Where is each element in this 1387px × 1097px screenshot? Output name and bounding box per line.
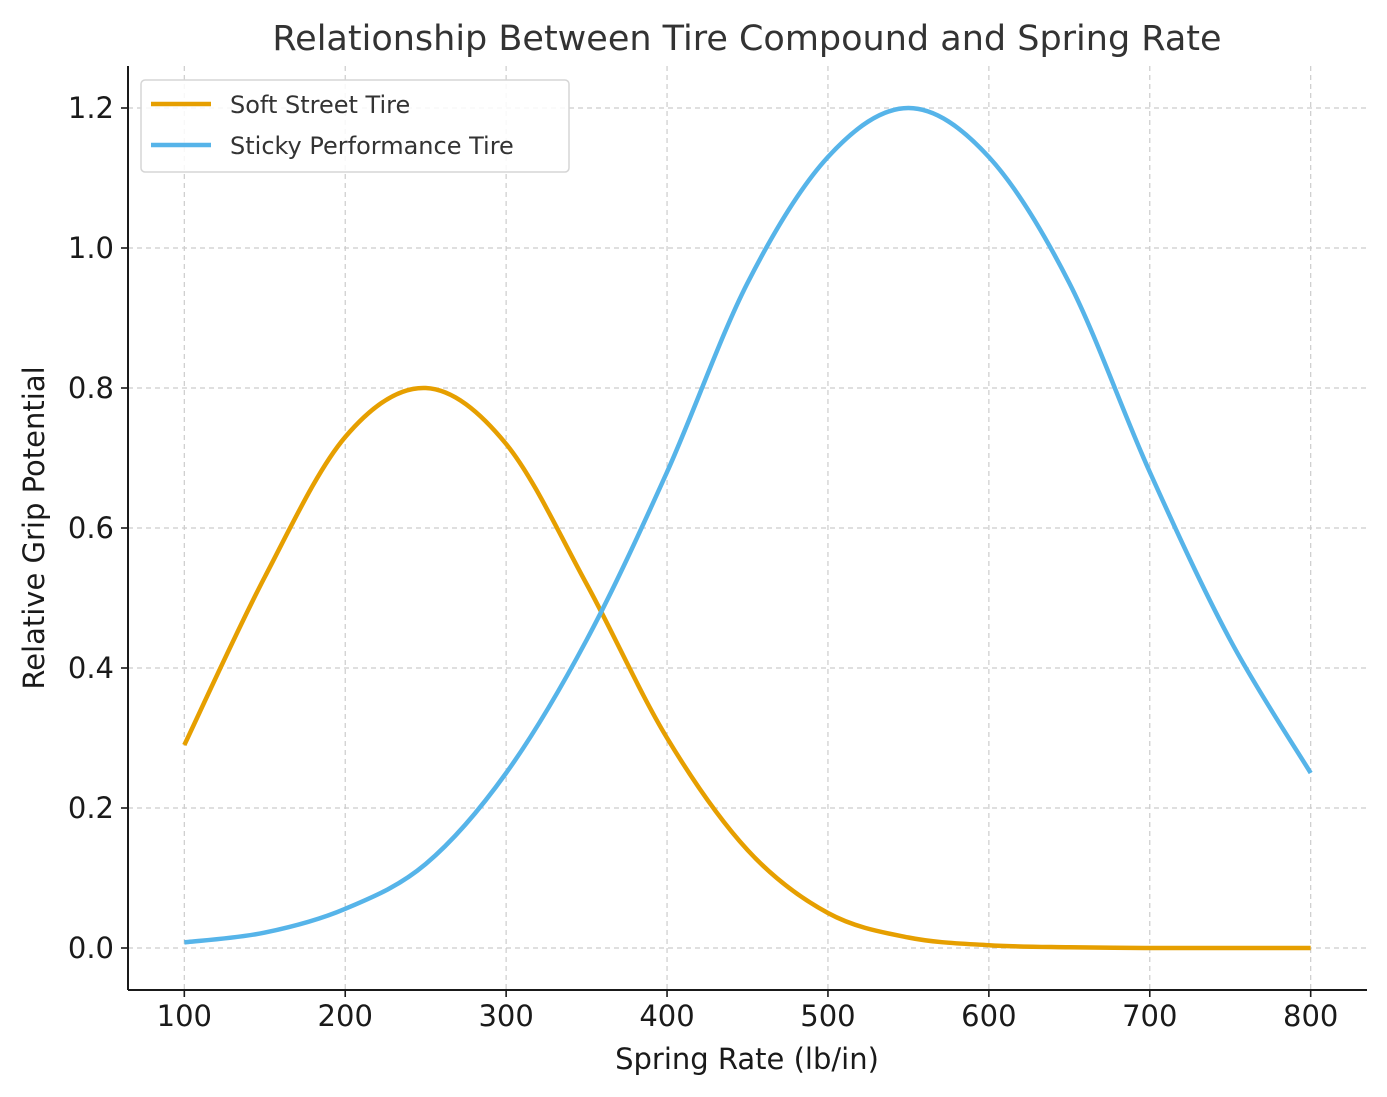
y-tick-label: 0.6: [68, 511, 114, 545]
chart-title: Relationship Between Tire Compound and S…: [272, 19, 1221, 59]
y-tick-label: 1.0: [68, 231, 114, 265]
x-tick-label: 800: [1283, 999, 1338, 1033]
x-tick-label: 600: [961, 999, 1016, 1033]
legend-label-soft-street: Soft Street Tire: [230, 91, 410, 119]
series-lines: [182, 105, 1313, 951]
x-tick-label: 100: [157, 999, 212, 1033]
y-tick-label: 0.0: [68, 931, 114, 965]
x-tick-label: 300: [478, 999, 533, 1033]
y-tick-label: 0.4: [68, 651, 114, 685]
series-line-sticky-performance-tire: [184, 105, 1313, 945]
legend-label-sticky-performance: Sticky Performance Tire: [230, 132, 514, 160]
series-line-soft-street-tire: [182, 385, 1311, 951]
legend-box: [140, 79, 570, 173]
x-tick-label: 500: [800, 999, 855, 1033]
grid: [128, 66, 1367, 990]
x-tick-label: 200: [318, 999, 373, 1033]
y-axis-label: Relative Grip Potential: [17, 366, 51, 689]
ticks: 100 200 300 400 500 600 700 800 0.0 0.2 0.4 0.6 0.8 1…: [68, 91, 1338, 1033]
legend: Soft Street Tire Sticky Performance Tire: [140, 79, 570, 173]
y-tick-label: 0.2: [68, 791, 114, 825]
x-axis-label: Spring Rate (lb/in): [615, 1042, 879, 1076]
y-tick-label: 0.8: [68, 371, 114, 405]
x-tick-label: 700: [1122, 999, 1177, 1033]
y-tick-label: 1.2: [68, 91, 114, 125]
x-tick-label: 400: [639, 999, 694, 1033]
